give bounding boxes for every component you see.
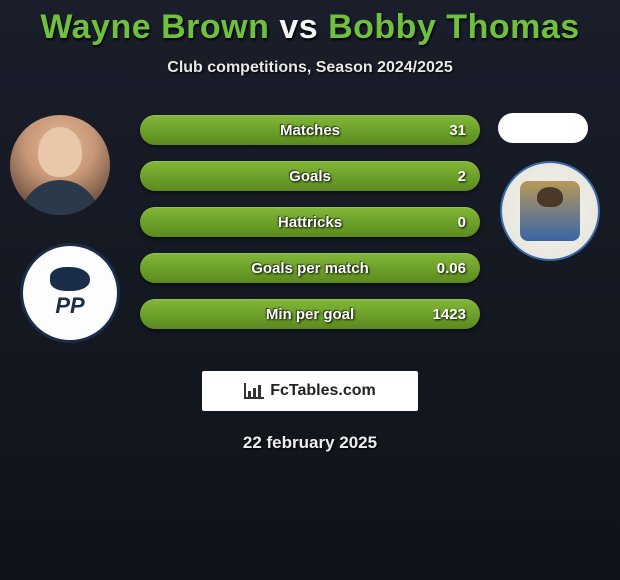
- club-emblem-icon: [50, 267, 90, 291]
- chart-icon: [244, 383, 264, 399]
- stat-value: 2: [458, 168, 466, 185]
- date-text: 22 february 2025: [0, 433, 620, 453]
- vs-text: vs: [279, 8, 318, 46]
- stat-value: 1423: [433, 306, 466, 323]
- subtitle: Club competitions, Season 2024/2025: [0, 59, 620, 77]
- stat-bar-matches: Matches 31: [140, 115, 480, 145]
- stat-value: 0: [458, 214, 466, 231]
- stats-area: PP Matches 31 Goals 2 Hattricks 0 Goals …: [0, 115, 620, 355]
- stat-bar-min-per-goal: Min per goal 1423: [140, 299, 480, 329]
- player2-club-badge: [500, 161, 600, 261]
- stat-value: 0.06: [437, 260, 466, 277]
- player2-name: Bobby Thomas: [328, 8, 580, 46]
- stat-label: Min per goal: [140, 306, 480, 323]
- club-emblem-icon: [520, 181, 580, 241]
- stat-value: 31: [449, 122, 466, 139]
- stat-label: Matches: [140, 122, 480, 139]
- player1-club-badge: PP: [20, 243, 120, 343]
- stat-label: Hattricks: [140, 214, 480, 231]
- brand-text: FcTables.com: [270, 382, 376, 400]
- player2-avatar: [498, 113, 588, 143]
- comparison-title: Wayne Brown vs Bobby Thomas: [0, 0, 620, 47]
- player1-name: Wayne Brown: [40, 8, 269, 46]
- stat-label: Goals per match: [140, 260, 480, 277]
- stat-bar-goals: Goals 2: [140, 161, 480, 191]
- stat-bar-hattricks: Hattricks 0: [140, 207, 480, 237]
- stat-label: Goals: [140, 168, 480, 185]
- brand-box: FcTables.com: [202, 371, 418, 411]
- stat-bar-goals-per-match: Goals per match 0.06: [140, 253, 480, 283]
- player1-avatar: [10, 115, 110, 215]
- club-badge-text: PP: [55, 293, 84, 319]
- stat-bars: Matches 31 Goals 2 Hattricks 0 Goals per…: [140, 115, 480, 345]
